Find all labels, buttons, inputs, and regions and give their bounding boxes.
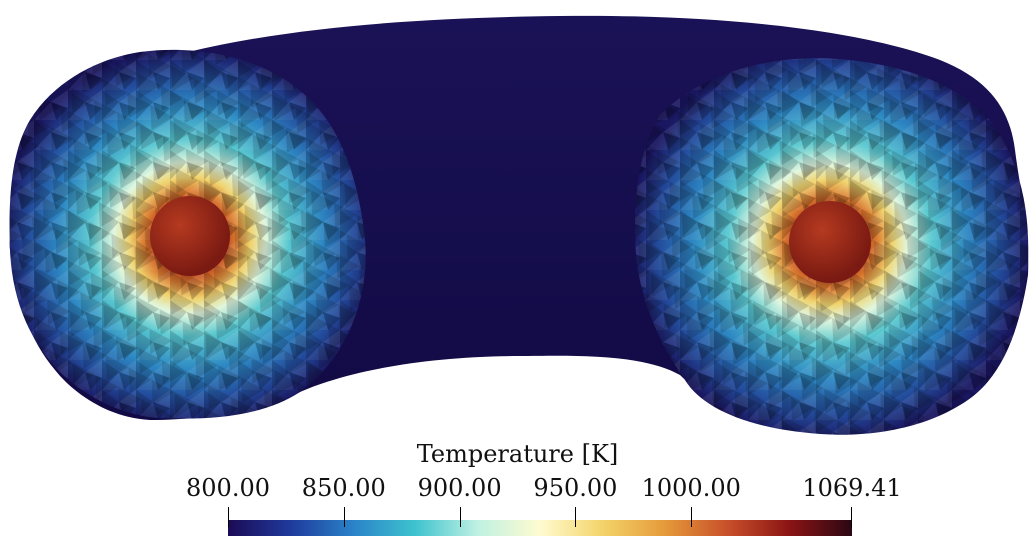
- colorbar-tick-label: 900.00: [417, 474, 502, 502]
- colorbar-gradient: [228, 520, 852, 536]
- colorbar-title: Temperature [K]: [416, 440, 619, 468]
- colorbar-tick-label: 1069.41: [802, 474, 902, 502]
- temperature-colorbar: [228, 507, 852, 537]
- colorbar-tick-label: 850.00: [301, 474, 386, 502]
- colorbar-tick: [459, 507, 461, 527]
- colorbar-tick: [343, 507, 345, 527]
- colorbar-tick-label: 800.00: [186, 474, 270, 502]
- temperature-field-render: [9, 15, 1029, 435]
- colorbar-tick: [691, 507, 693, 527]
- colorbar-tick: [575, 507, 577, 527]
- colorbar-tick-label: 950.00: [533, 474, 618, 502]
- colorbar-tick-label: 1000.00: [641, 474, 741, 502]
- rod-cross-section-right: [789, 201, 871, 283]
- colorbar-tick: [851, 507, 852, 527]
- colorbar-tick: [228, 507, 229, 527]
- rod-cross-section-left: [150, 196, 230, 276]
